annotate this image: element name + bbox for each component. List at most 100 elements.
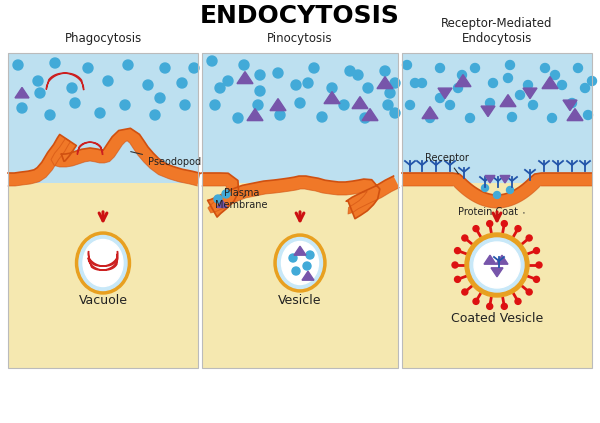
Circle shape bbox=[487, 303, 493, 309]
Circle shape bbox=[487, 221, 493, 227]
Circle shape bbox=[295, 98, 305, 108]
Circle shape bbox=[474, 242, 520, 288]
Circle shape bbox=[581, 83, 589, 93]
Ellipse shape bbox=[277, 237, 323, 288]
Circle shape bbox=[123, 60, 133, 70]
Polygon shape bbox=[324, 92, 340, 104]
Circle shape bbox=[214, 195, 222, 203]
Circle shape bbox=[291, 80, 301, 90]
Text: Phagocytosis: Phagocytosis bbox=[64, 32, 142, 45]
Circle shape bbox=[541, 63, 550, 72]
Polygon shape bbox=[15, 88, 29, 98]
Text: Pinocytosis: Pinocytosis bbox=[267, 32, 333, 45]
Circle shape bbox=[515, 298, 521, 305]
Circle shape bbox=[83, 63, 93, 73]
Bar bbox=[8, 53, 198, 183]
Circle shape bbox=[568, 99, 577, 107]
Circle shape bbox=[503, 74, 512, 82]
Circle shape bbox=[13, 60, 23, 70]
Polygon shape bbox=[377, 77, 393, 88]
Circle shape bbox=[327, 83, 337, 93]
Text: ENDOCYTOSIS: ENDOCYTOSIS bbox=[200, 4, 400, 28]
Circle shape bbox=[160, 63, 170, 73]
Circle shape bbox=[465, 233, 529, 297]
Circle shape bbox=[526, 289, 532, 295]
Circle shape bbox=[95, 108, 105, 118]
Circle shape bbox=[470, 63, 479, 72]
Text: Coated Vesicle: Coated Vesicle bbox=[451, 311, 543, 324]
Circle shape bbox=[462, 289, 468, 295]
Circle shape bbox=[215, 83, 225, 93]
Circle shape bbox=[306, 251, 314, 259]
Circle shape bbox=[363, 83, 373, 93]
Circle shape bbox=[482, 184, 488, 192]
Polygon shape bbox=[496, 255, 508, 264]
Polygon shape bbox=[8, 128, 200, 186]
Polygon shape bbox=[567, 109, 583, 121]
Circle shape bbox=[17, 103, 27, 113]
Circle shape bbox=[425, 113, 434, 123]
Circle shape bbox=[493, 192, 500, 198]
Circle shape bbox=[120, 100, 130, 110]
Text: Receptor-Mediated
Endocytosis: Receptor-Mediated Endocytosis bbox=[441, 17, 553, 45]
Circle shape bbox=[380, 66, 390, 76]
Circle shape bbox=[70, 98, 80, 108]
Bar bbox=[402, 53, 592, 183]
Polygon shape bbox=[491, 268, 503, 277]
Circle shape bbox=[177, 78, 187, 88]
Ellipse shape bbox=[274, 234, 326, 292]
Circle shape bbox=[515, 225, 521, 232]
Polygon shape bbox=[270, 99, 286, 110]
Text: Plasma
Membrane: Plasma Membrane bbox=[215, 188, 268, 210]
Circle shape bbox=[390, 108, 400, 118]
Circle shape bbox=[385, 88, 395, 98]
Circle shape bbox=[210, 100, 220, 110]
Circle shape bbox=[406, 101, 415, 110]
Circle shape bbox=[536, 262, 542, 268]
Text: Vacuole: Vacuole bbox=[79, 294, 128, 308]
Circle shape bbox=[458, 71, 467, 80]
Circle shape bbox=[273, 68, 283, 78]
Circle shape bbox=[452, 262, 458, 268]
Polygon shape bbox=[402, 173, 592, 208]
Polygon shape bbox=[352, 96, 368, 109]
Circle shape bbox=[317, 112, 327, 122]
Polygon shape bbox=[247, 109, 263, 121]
Circle shape bbox=[403, 60, 412, 69]
Bar bbox=[402, 53, 592, 368]
Polygon shape bbox=[302, 271, 314, 280]
Circle shape bbox=[155, 93, 165, 103]
Bar bbox=[202, 53, 398, 368]
Circle shape bbox=[339, 100, 349, 110]
Polygon shape bbox=[542, 77, 558, 88]
Polygon shape bbox=[237, 71, 253, 84]
Polygon shape bbox=[455, 74, 471, 87]
Circle shape bbox=[470, 238, 524, 292]
Circle shape bbox=[360, 113, 370, 123]
Circle shape bbox=[239, 60, 249, 70]
Circle shape bbox=[233, 113, 243, 123]
Circle shape bbox=[143, 80, 153, 90]
Polygon shape bbox=[88, 254, 118, 270]
Circle shape bbox=[583, 110, 593, 120]
Circle shape bbox=[466, 113, 475, 123]
Circle shape bbox=[35, 88, 45, 98]
Polygon shape bbox=[77, 142, 103, 155]
Circle shape bbox=[501, 221, 507, 227]
Circle shape bbox=[445, 101, 455, 110]
Circle shape bbox=[253, 100, 263, 110]
Polygon shape bbox=[422, 107, 438, 118]
Circle shape bbox=[353, 70, 363, 80]
Polygon shape bbox=[362, 109, 378, 121]
Circle shape bbox=[506, 187, 514, 193]
Bar bbox=[202, 183, 398, 368]
Circle shape bbox=[383, 100, 393, 110]
Text: Receptor: Receptor bbox=[425, 153, 469, 174]
Circle shape bbox=[462, 235, 468, 241]
Polygon shape bbox=[217, 200, 227, 208]
Circle shape bbox=[526, 235, 532, 241]
Circle shape bbox=[533, 247, 539, 254]
Circle shape bbox=[390, 78, 400, 88]
Circle shape bbox=[303, 262, 311, 270]
Circle shape bbox=[45, 110, 55, 120]
